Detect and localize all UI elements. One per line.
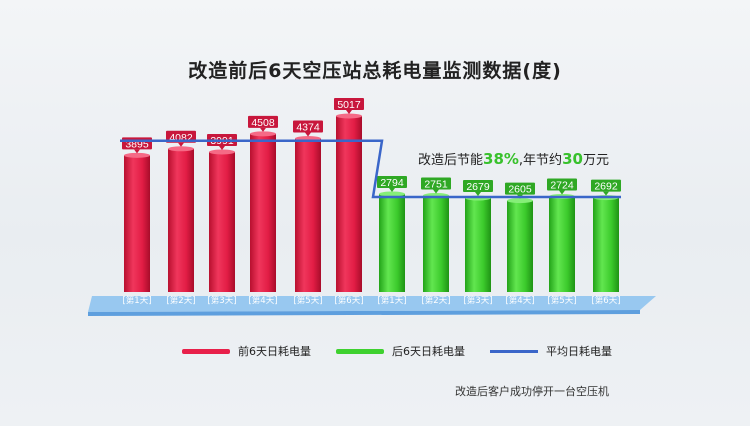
category-tick-label: [第5天] <box>547 295 576 306</box>
data-label-pointer <box>346 110 352 114</box>
bar-before <box>124 155 150 292</box>
data-label-pointer <box>389 187 395 192</box>
bar-top-cap <box>379 191 405 197</box>
bar-top-cap <box>209 149 235 155</box>
data-label: 2679 <box>466 181 490 193</box>
category-tick-label: [第5天] <box>293 295 322 306</box>
category-tick-label: [第2天] <box>166 295 195 306</box>
legend-after: 后6天日耗电量 <box>336 344 465 358</box>
saving-amount: 30 <box>562 150 583 168</box>
average-line <box>120 139 621 199</box>
saving-note-middle: ,年节约 <box>518 153 563 168</box>
category-tick-label: [第4天] <box>248 295 277 306</box>
bar-before <box>209 151 235 292</box>
bar-top-cap <box>336 113 362 119</box>
legend-after-swatch <box>336 348 384 354</box>
saving-note-suffix: 万元 <box>582 153 609 168</box>
legend-average: 平均日耗电量 <box>490 344 612 358</box>
data-label: 4374 <box>296 122 320 134</box>
data-label: 5017 <box>337 99 361 111</box>
category-tick-label: [第4天] <box>505 295 534 306</box>
category-tick-label: [第3天] <box>463 295 492 306</box>
bar-before <box>295 138 321 292</box>
legend-before-label: 前6天日耗电量 <box>238 345 311 358</box>
data-label-box <box>293 120 323 133</box>
data-label-pointer <box>559 190 565 195</box>
data-label-pointer <box>433 189 439 194</box>
data-label: 2724 <box>550 179 574 191</box>
saving-note: 改造后节能38%,年节约30万元 <box>418 149 609 168</box>
data-label: 2751 <box>424 178 448 190</box>
data-label-pointer <box>219 145 225 150</box>
data-label-box <box>463 180 493 193</box>
data-label-box <box>377 175 407 188</box>
legend-after-label: 后6天日耗电量 <box>392 345 465 358</box>
bar-after <box>465 198 491 292</box>
data-label: 2692 <box>594 181 618 193</box>
data-label: 4508 <box>251 117 275 129</box>
data-label-box <box>591 179 621 192</box>
legend-average-swatch <box>490 349 538 353</box>
bar-before <box>168 148 194 292</box>
data-label-pointer <box>603 191 609 196</box>
legend-average-label: 平均日耗电量 <box>546 345 612 358</box>
chart-platform <box>88 296 656 312</box>
data-label-pointer <box>260 127 266 132</box>
bar-top-cap <box>168 146 194 152</box>
bar-after <box>423 195 449 292</box>
bar-after <box>507 200 533 292</box>
category-tick-label: [第1天] <box>122 295 151 306</box>
data-label-box <box>505 182 535 195</box>
data-label-pointer <box>134 149 140 154</box>
saving-note-prefix: 改造后节能 <box>418 153 484 168</box>
chart-title: 改造前后6天空压站总耗电量监测数据(度) <box>188 60 562 82</box>
legend-before-swatch <box>182 348 230 354</box>
bar-after <box>549 196 575 292</box>
category-tick-label: [第6天] <box>334 295 363 306</box>
data-label-pointer <box>305 132 311 137</box>
data-label-box <box>248 115 278 128</box>
category-tick-label: [第2天] <box>421 295 450 306</box>
footnote: 改造后客户成功停开一台空压机 <box>455 385 609 398</box>
data-label-box <box>334 98 364 110</box>
bar-before <box>250 133 276 292</box>
data-label-box <box>421 177 451 190</box>
legend-before: 前6天日耗电量 <box>182 344 311 358</box>
data-label-box <box>547 178 577 191</box>
category-tick-label: [第3天] <box>207 295 236 306</box>
bar-top-cap <box>124 152 150 158</box>
data-label: 2605 <box>508 184 532 196</box>
bar-top-cap <box>507 198 533 204</box>
bar-before <box>336 116 362 292</box>
category-tick-label: [第6天] <box>591 295 620 306</box>
category-tick-label: [第1天] <box>377 295 406 306</box>
chart-platform-edge <box>88 310 640 316</box>
data-label-pointer <box>475 192 481 197</box>
data-label: 2794 <box>380 177 404 189</box>
data-label-pointer <box>178 142 184 147</box>
bar-top-cap <box>250 131 276 137</box>
bar-after <box>379 193 405 292</box>
saving-percent: 38% <box>483 150 519 168</box>
bar-after <box>593 197 619 292</box>
